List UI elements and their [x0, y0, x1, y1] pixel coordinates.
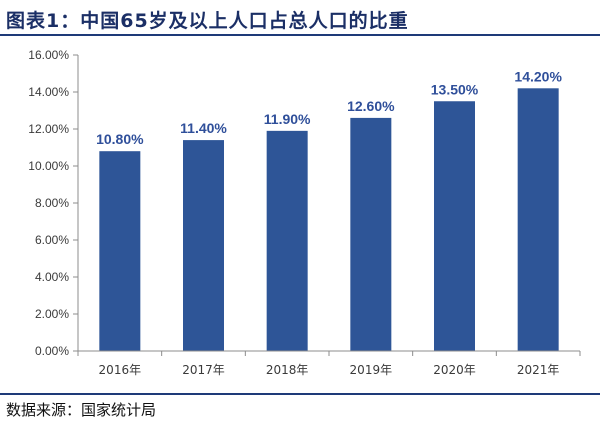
bar-value-label: 14.20% — [514, 68, 562, 84]
x-tick-label: 2019年 — [350, 363, 393, 377]
data-labels: 10.80% 11.40% 11.90% 12.60% 13.50% 14.20% — [96, 68, 562, 147]
x-axis: 2016年 2017年 2018年 2019年 2020年 2021年 — [77, 350, 581, 377]
footer-divider — [0, 393, 600, 395]
x-tick-label: 2020年 — [433, 363, 476, 377]
y-axis: 0.00% 2.00% 4.00% 6.00% 8.00% 10.00% 12.00% 14.… — [28, 48, 79, 358]
bar — [183, 140, 224, 351]
y-tick-label: 16.00% — [28, 48, 69, 62]
bar-value-label: 11.90% — [264, 111, 311, 127]
bar — [99, 151, 141, 351]
bar — [266, 130, 308, 351]
x-tick-label: 2017年 — [182, 363, 225, 377]
x-tick-label: 2021年 — [517, 363, 560, 377]
title-divider — [0, 34, 600, 36]
y-tick-label: 8.00% — [35, 196, 69, 210]
x-tick-label: 2018年 — [266, 363, 309, 377]
chart-title: 图表1：中国65岁及以上人口占总人口的比重 — [6, 10, 409, 32]
y-tick-label: 2.00% — [35, 307, 69, 321]
bar — [350, 117, 392, 352]
y-tick-label: 10.00% — [28, 159, 69, 173]
y-tick-label: 14.00% — [28, 85, 69, 99]
x-tick-label: 2016年 — [99, 363, 142, 377]
bar — [517, 88, 559, 352]
bar — [434, 101, 475, 351]
bar-value-label: 10.80% — [96, 131, 144, 147]
y-tick-label: 0.00% — [35, 344, 69, 358]
bar-value-label: 12.60% — [347, 98, 395, 114]
bar-chart: 0.00% 2.00% 4.00% 6.00% 8.00% 10.00% 12.00% 14.… — [28, 48, 581, 377]
bars — [99, 88, 559, 352]
y-tick-label: 6.00% — [35, 233, 69, 247]
bar-value-label: 11.40% — [180, 120, 227, 136]
y-tick-label: 4.00% — [35, 270, 69, 284]
y-tick-label: 12.00% — [28, 122, 69, 136]
source-note: 数据来源：国家统计局 — [6, 401, 157, 419]
bar-value-label: 13.50% — [431, 81, 479, 97]
